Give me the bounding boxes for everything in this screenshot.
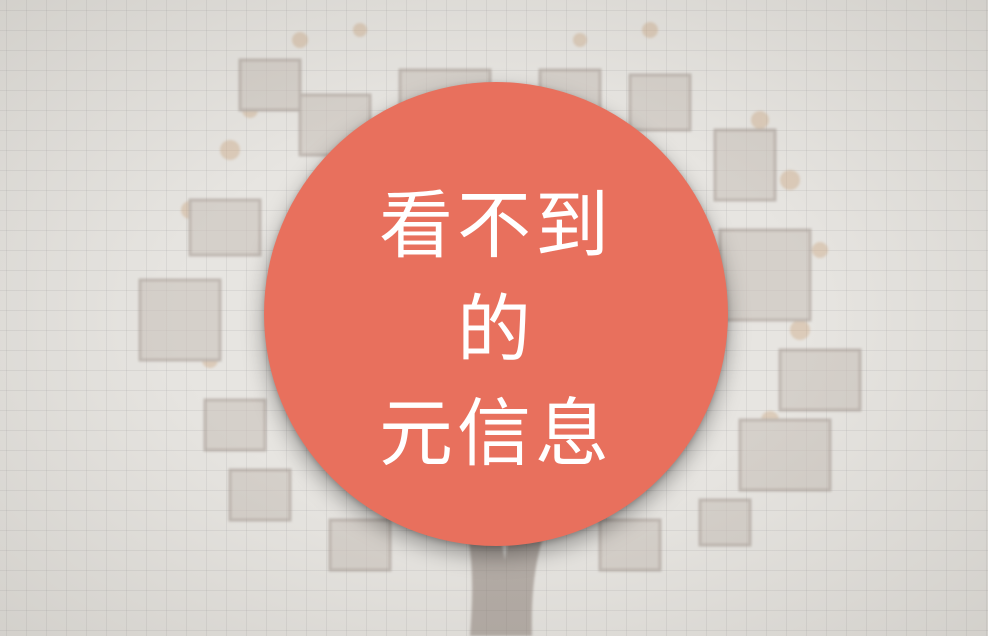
badge-line-1: 看不到 — [379, 183, 613, 269]
badge-title: 看不到 的 元信息 — [264, 174, 728, 486]
badge-line-2: 的 — [457, 287, 535, 373]
badge-line-3: 元信息 — [379, 391, 613, 477]
title-badge: 看不到 的 元信息 — [264, 82, 728, 546]
